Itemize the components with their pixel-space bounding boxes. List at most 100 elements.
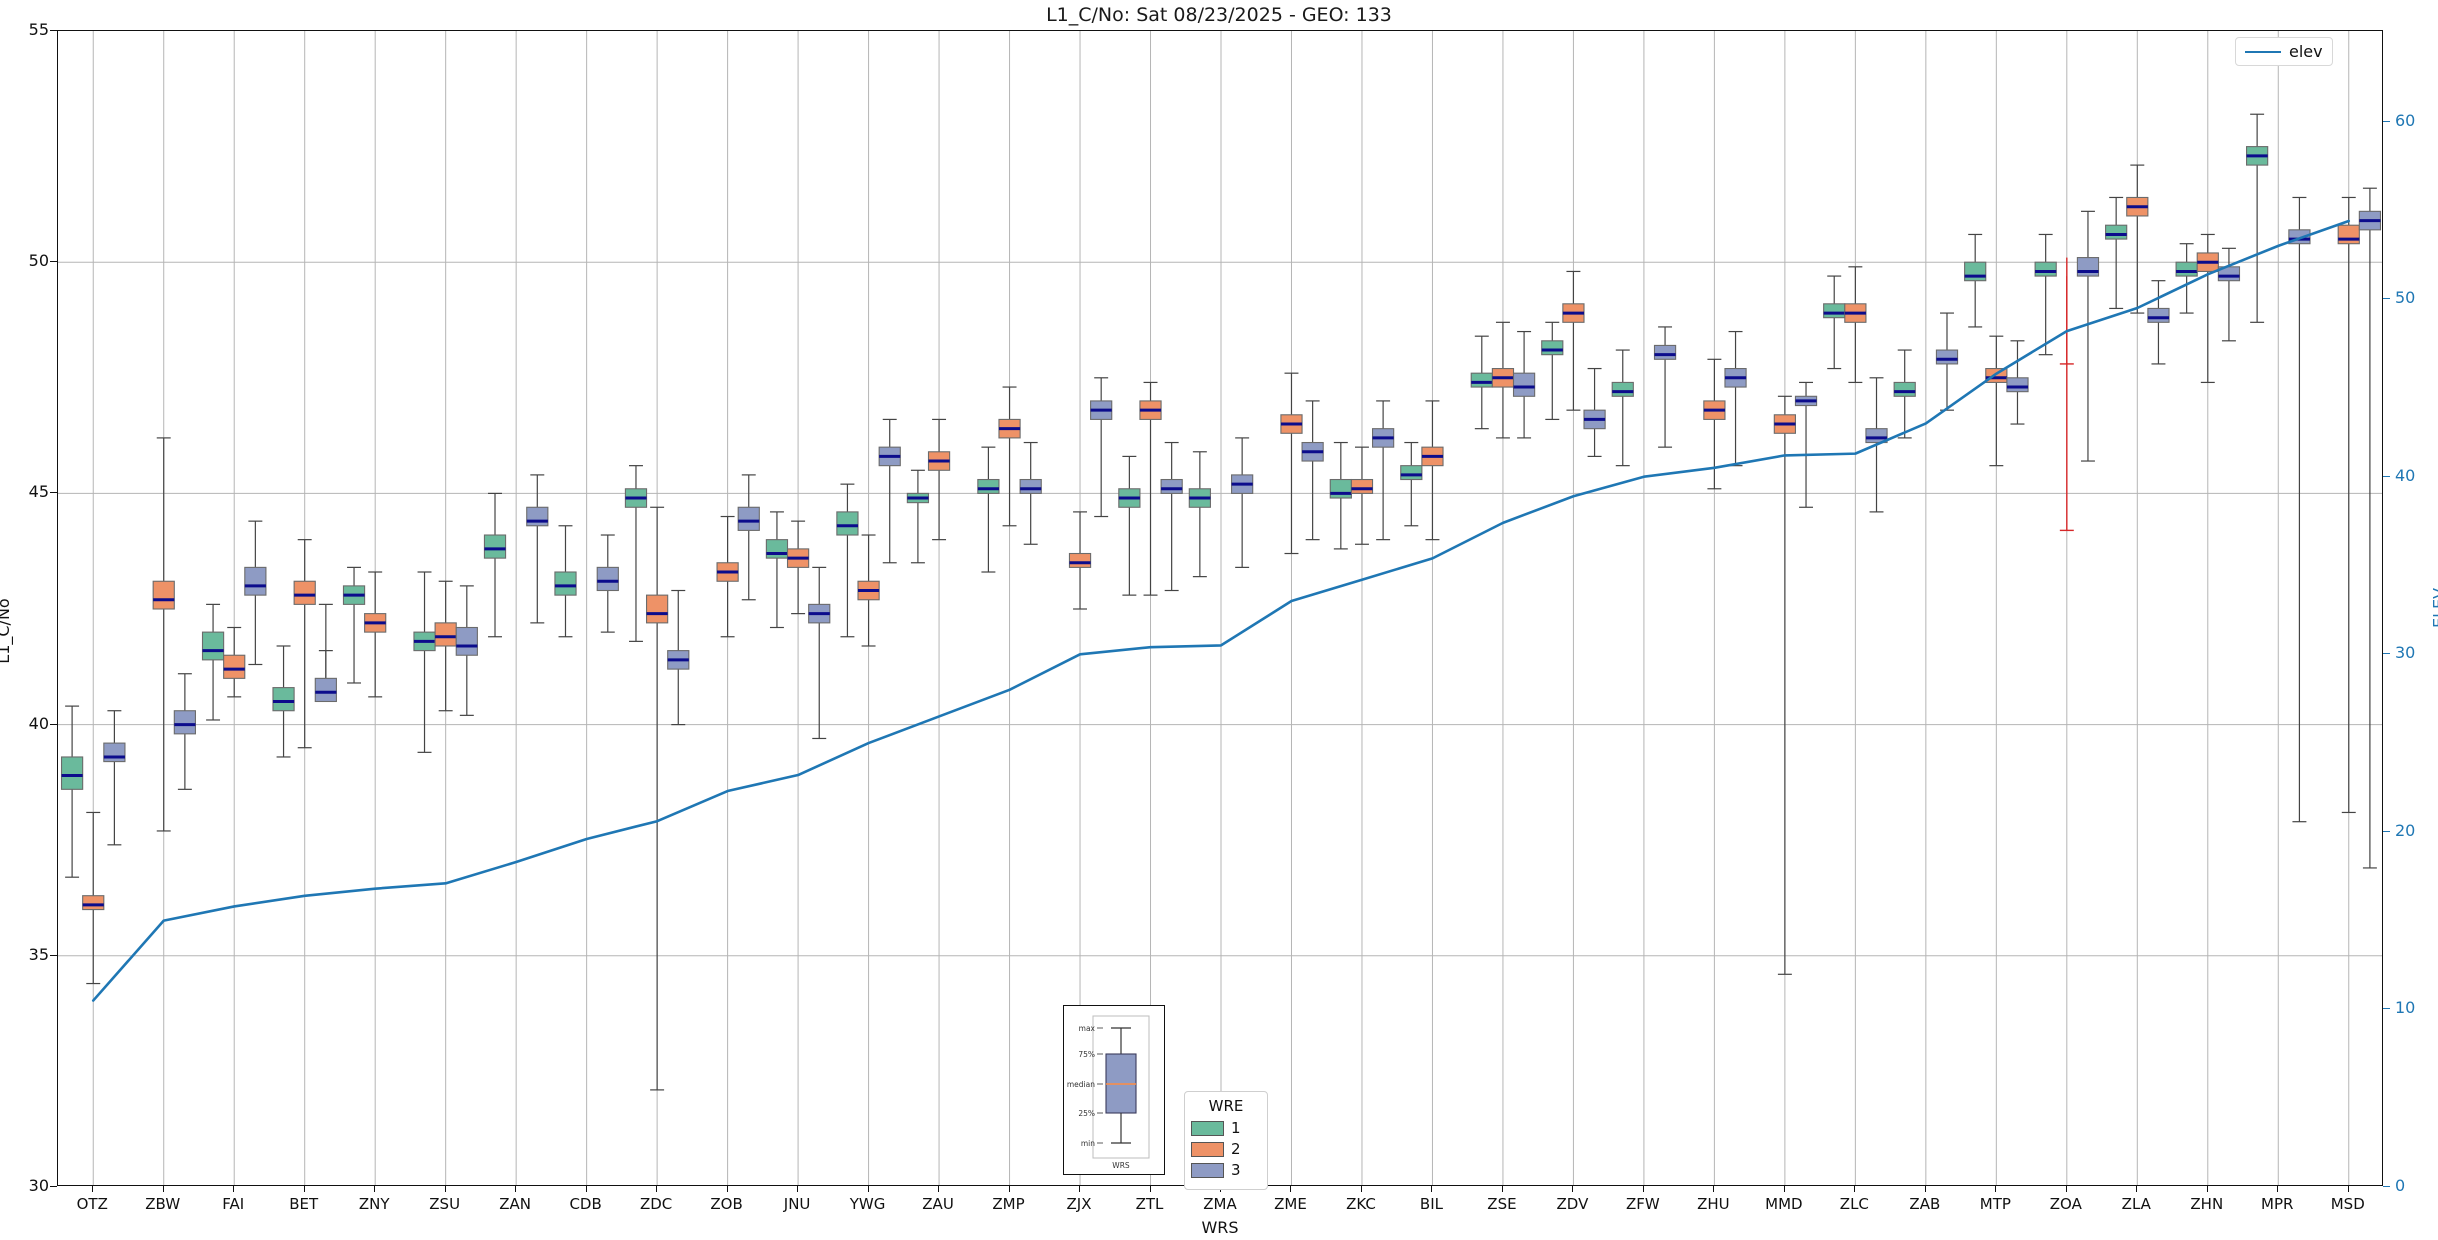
x-axis-tick-zny: ZNY	[358, 1195, 390, 1213]
plot-canvas	[58, 31, 2382, 1185]
x-axis-tickmark	[1431, 1186, 1433, 1192]
x-axis-tick-fai: FAI	[222, 1195, 245, 1213]
x-axis-tickmark	[162, 1186, 164, 1192]
y-axis-right-tick: 40	[2395, 465, 2416, 485]
x-axis-tick-otz: OTZ	[76, 1195, 108, 1213]
x-axis-tick-zbw: ZBW	[145, 1195, 181, 1213]
x-axis-tickmark	[1290, 1186, 1292, 1192]
inset-x-label: WRS	[1112, 1161, 1130, 1170]
wre-legend[interactable]: WRE 1 2 3	[1184, 1091, 1268, 1190]
x-axis-tick-bil: BIL	[1419, 1195, 1443, 1213]
x-axis-tick-ywg: YWG	[849, 1195, 886, 1213]
x-axis-tickmark	[1642, 1186, 1644, 1192]
x-axis-tickmark	[444, 1186, 446, 1192]
x-axis-tick-zau: ZAU	[922, 1195, 954, 1213]
y-axis-left-tickmark	[50, 1186, 57, 1187]
x-axis-tickmark	[1995, 1186, 1997, 1192]
plot-area	[57, 30, 2383, 1186]
x-axis-tickmark	[1713, 1186, 1715, 1192]
x-axis-tick-zma: ZMA	[1203, 1195, 1237, 1213]
y-axis-right-tick: 30	[2395, 643, 2416, 663]
y-axis-left-tick: 45	[28, 482, 49, 502]
y-axis-left-tickmark	[50, 723, 57, 725]
x-axis-tick-zdv: ZDV	[1556, 1195, 1589, 1213]
x-axis-tick-zjx: ZJX	[1066, 1195, 1092, 1213]
x-axis-tickmark	[726, 1186, 728, 1192]
elev-legend[interactable]: elev	[2235, 37, 2333, 66]
y-axis-left-tick: 55	[28, 20, 49, 39]
x-axis-tick-zoa: ZOA	[2049, 1195, 2082, 1213]
x-axis-tickmark	[1924, 1186, 1926, 1192]
y-axis-right-tickmark	[2383, 120, 2390, 122]
y-axis-left-tick: 40	[28, 713, 49, 733]
wre-legend-swatch	[1191, 1120, 1224, 1136]
y-axis-right-tick: 50	[2395, 288, 2416, 308]
elev-line-series	[91, 219, 2351, 1002]
y-axis-left-tick: 35	[28, 944, 49, 964]
y-axis-right-tick: 10	[2395, 998, 2416, 1018]
y-axis-right-tick: 20	[2395, 820, 2416, 840]
x-axis-tick-mmd: MMD	[1765, 1195, 1803, 1213]
x-axis-tickmark	[656, 1186, 658, 1192]
wre-legend-swatch	[1191, 1141, 1224, 1157]
x-axis-tick-cdb: CDB	[569, 1195, 602, 1213]
x-axis-tick-zkc: ZKC	[1346, 1195, 1376, 1213]
x-axis-tick-ztl: ZTL	[1135, 1195, 1164, 1213]
x-axis-tickmark	[585, 1186, 587, 1192]
x-axis-tickmark	[1079, 1186, 1081, 1192]
y-axis-right-tickmark	[2383, 830, 2390, 832]
x-axis-tick-mtp: MTP	[1979, 1195, 2011, 1213]
x-axis-tick-zob: ZOB	[710, 1195, 743, 1213]
x-axis-tickmark	[867, 1186, 869, 1192]
x-axis-tickmark	[303, 1186, 305, 1192]
y-axis-right-tickmark	[2383, 1008, 2390, 1010]
wre-legend-rows: 1 2 3	[1191, 1119, 1261, 1179]
boxplot-explainer-inset: max 75% median 25% min WRS	[1063, 1005, 1165, 1175]
y-axis-right-tickmark	[2383, 653, 2390, 655]
x-axis-tickmark	[2277, 1186, 2279, 1192]
x-axis-tickmark	[92, 1186, 94, 1192]
x-axis-tickmark	[797, 1186, 799, 1192]
x-axis-tick-zla: ZLA	[2121, 1195, 2151, 1213]
wre-legend-item-2[interactable]: 2	[1191, 1140, 1261, 1158]
x-axis-tick-zhu: ZHU	[1697, 1195, 1730, 1213]
y-axis-left-tickmark	[50, 492, 57, 494]
y-axis-left-tick: 50	[28, 251, 49, 271]
x-axis-tick-zse: ZSE	[1487, 1195, 1517, 1213]
wre-legend-item-1[interactable]: 1	[1191, 1119, 1261, 1137]
wre-legend-swatch	[1191, 1162, 1224, 1178]
y-axis-right-tick: 60	[2395, 110, 2416, 130]
x-axis-tick-msd: MSD	[2330, 1195, 2365, 1213]
x-axis-tickmark	[233, 1186, 235, 1192]
wre-legend-item-3[interactable]: 3	[1191, 1161, 1261, 1179]
y-axis-left-tickmark	[50, 261, 57, 263]
x-axis-label: WRS	[1201, 1218, 1239, 1237]
y-axis-right-tick: 0	[2395, 1176, 2406, 1195]
chart-title: L1_C/No: Sat 08/23/2025 - GEO: 133	[1046, 4, 1392, 26]
x-axis-tick-zfw: ZFW	[1626, 1195, 1660, 1213]
x-axis-tick-zan: ZAN	[499, 1195, 532, 1213]
y-axis-left-tick: 30	[28, 1176, 49, 1195]
x-axis-tickmark	[515, 1186, 517, 1192]
inset-label-median: median	[1067, 1080, 1095, 1089]
y-axis-left-tickmark	[50, 30, 57, 31]
x-axis-tick-zme: ZME	[1274, 1195, 1307, 1213]
elev-legend-label: elev	[2289, 42, 2323, 61]
x-axis-tickmark	[1360, 1186, 1362, 1192]
x-axis-tickmark	[2136, 1186, 2138, 1192]
wre-legend-label: 3	[1231, 1161, 1241, 1179]
inset-label-min: min	[1081, 1139, 1095, 1148]
y-axis-left-label: L1_C/No	[0, 598, 14, 664]
inset-label-max: max	[1079, 1024, 1096, 1033]
wre-legend-title: WRE	[1208, 1097, 1244, 1115]
y-axis-right-tickmark	[2383, 475, 2390, 477]
x-axis-tickmark	[1501, 1186, 1503, 1192]
y-axis-right-label: ELEV	[2429, 587, 2438, 629]
x-axis-tick-zsu: ZSU	[429, 1195, 461, 1213]
x-axis-tickmark	[1572, 1186, 1574, 1192]
x-axis-tickmark	[1008, 1186, 1010, 1192]
wre-legend-label: 1	[1231, 1119, 1241, 1137]
x-axis-tick-jnu: JNU	[783, 1195, 811, 1213]
y-axis-right-tickmark	[2383, 298, 2390, 300]
